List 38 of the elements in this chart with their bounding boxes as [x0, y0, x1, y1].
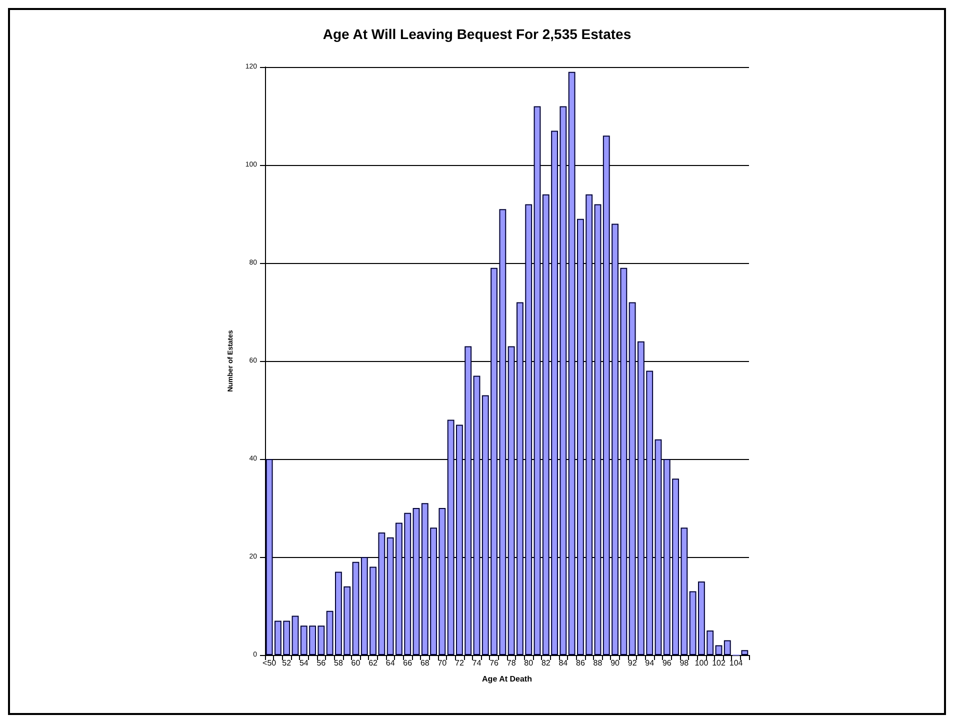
x-tick-label: 72	[455, 658, 464, 668]
x-tick-label: 102	[712, 658, 726, 668]
bar	[654, 439, 662, 655]
bar	[715, 645, 722, 655]
x-tick-label: 82	[541, 658, 551, 668]
x-axis-title: Age At Death	[482, 674, 532, 684]
bar	[594, 204, 602, 655]
x-tick-label: 68	[420, 658, 430, 668]
bar	[534, 106, 541, 655]
x-tick-label: 94	[645, 658, 655, 668]
bar	[412, 508, 420, 655]
x-tick-label: 104	[729, 658, 744, 668]
x-tick-label: 60	[351, 658, 361, 668]
x-tick-label: 88	[593, 658, 603, 668]
x-tick-label: 66	[403, 658, 413, 668]
x-tick-label: 74	[472, 658, 482, 668]
x-tick-label: 86	[576, 658, 586, 668]
x-tick-label: 92	[628, 658, 638, 668]
x-tick-label: 100	[694, 658, 709, 668]
x-tick-label: 84	[558, 658, 568, 668]
x-tick-label: 56	[316, 658, 326, 668]
x-tick-label: <50	[262, 658, 277, 668]
x-tick-label: 78	[506, 658, 516, 668]
bar	[352, 562, 360, 655]
bar	[292, 616, 299, 655]
x-tick-label: 90	[610, 658, 620, 668]
x-tick-label: 52	[282, 658, 292, 668]
x-tick-label: 62	[368, 658, 378, 668]
bar	[473, 376, 480, 655]
x-tick-label: 58	[334, 658, 344, 668]
x-tick-label: 70	[438, 658, 448, 668]
x-tick-label: 64	[386, 658, 396, 668]
x-tick-label: 98	[680, 658, 690, 668]
x-tick-label: 96	[662, 658, 672, 668]
x-tick-label: 80	[524, 658, 534, 668]
x-tick-label: 54	[299, 658, 309, 668]
chart-title: Age At Will Leaving Bequest For 2,535 Estates	[322, 26, 632, 42]
x-tick-label: 76	[490, 658, 500, 668]
